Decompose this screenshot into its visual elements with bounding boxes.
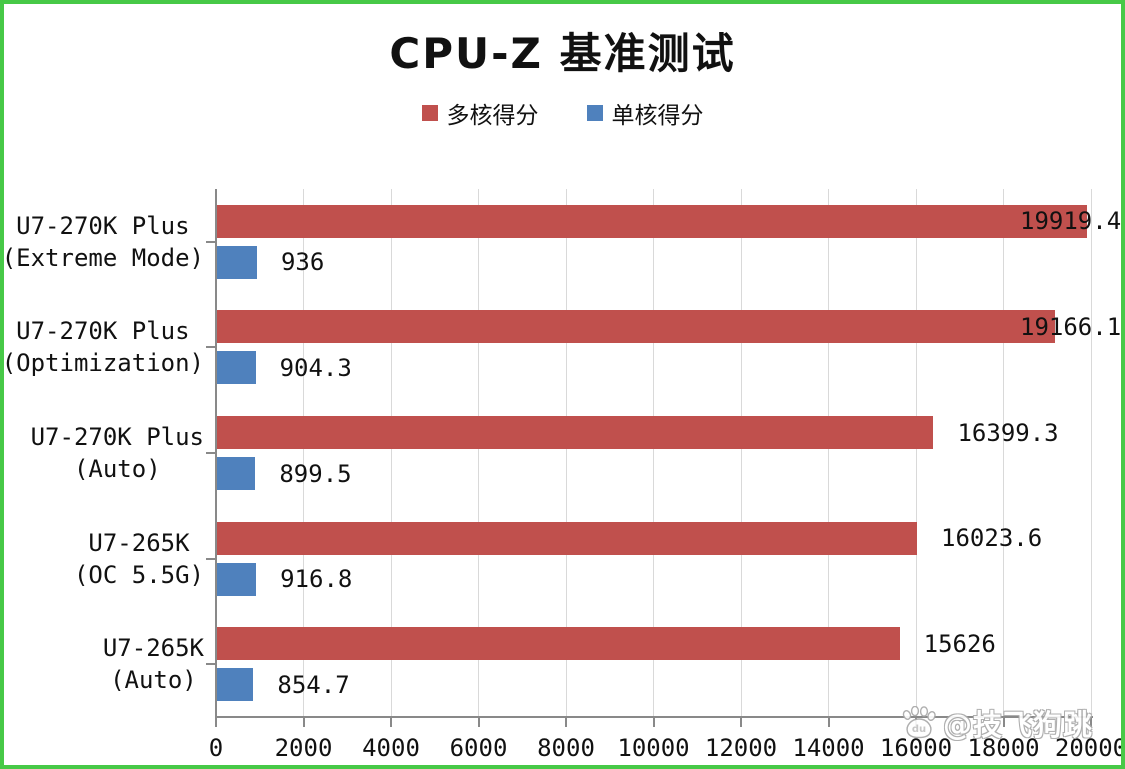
gridline-12000 [740, 189, 742, 717]
bar-single-core-4 [216, 668, 254, 702]
category-label-2: U7-270K Plus (Auto) [30, 423, 204, 483]
bar-multi-core-2 [216, 416, 934, 449]
gridline-16000 [915, 189, 917, 717]
bar-value-label-single-core-0: 936 [280, 248, 325, 277]
legend-item-single-core: 单核得分 [586, 96, 704, 130]
legend-swatch-single-core [586, 105, 603, 121]
x-tick-label-20000: 20000 [1054, 734, 1125, 762]
bar-value-label-single-core-4: 854.7 [277, 670, 350, 699]
svg-text:du: du [912, 724, 926, 735]
category-label-3: U7-265K (OC 5.5G) [73, 528, 204, 589]
bar-multi-core-3 [216, 521, 918, 555]
x-tick-12000 [740, 718, 742, 727]
x-tick-label-2000: 2000 [274, 734, 333, 762]
x-tick-0 [215, 718, 217, 727]
bar-single-core-1 [216, 351, 256, 385]
bar-value-label-single-core-2: 899.5 [279, 459, 352, 488]
x-tick-6000 [477, 718, 480, 727]
x-tick-18000 [1002, 718, 1005, 727]
bar-value-label-single-core-3: 916.8 [280, 565, 353, 594]
watermark: du @技飞狗跳 [900, 702, 1093, 744]
legend-item-multi-core: 多核得分 [421, 96, 539, 130]
bar-value-label-multi-core-4: 15626 [923, 629, 996, 658]
y-tick-category-0 [206, 240, 215, 243]
x-tick-label-18000: 18000 [967, 734, 1040, 762]
x-tick-4000 [390, 718, 392, 727]
bar-value-label-multi-core-3: 16023.6 [941, 524, 1043, 553]
bar-single-core-0 [216, 245, 257, 279]
y-tick-category-4 [206, 663, 215, 666]
bar-value-label-multi-core-2: 16399.3 [957, 418, 1059, 447]
category-label-1: U7-270K Plus (Optimization) [1, 317, 204, 378]
bar-multi-core-1 [216, 310, 1055, 344]
x-tick-10000 [652, 718, 655, 727]
bar-value-label-single-core-1: 904.3 [279, 353, 352, 382]
plot-area: 0 2000 4000 6000 8000 10000 12000 14000 16000 180… [4, 189, 1121, 762]
gridline-14000 [828, 189, 829, 717]
bar-value-label-multi-core-1: 19166.1 [1020, 312, 1122, 341]
x-tick-14000 [827, 718, 830, 727]
y-axis-line [215, 189, 217, 717]
y-tick-category-1 [206, 346, 215, 349]
x-tick-label-6000: 6000 [449, 734, 508, 762]
gridline-10000 [653, 189, 654, 717]
gridline-8000 [565, 189, 567, 717]
gridline-2000 [303, 189, 304, 717]
category-label-0: U7-270K Plus (Extreme Mode) [1, 211, 204, 272]
x-tick-label-4000: 4000 [362, 734, 420, 762]
gridline-18000 [1003, 189, 1004, 717]
paw-icon: du [902, 706, 936, 739]
y-tick-category-2 [206, 452, 215, 454]
x-tick-label-16000: 16000 [879, 734, 953, 762]
bar-single-core-3 [216, 562, 257, 596]
x-tick-label-0: 0 [208, 734, 224, 762]
bar-value-label-multi-core-0: 19919.4 [1020, 207, 1122, 236]
bar-single-core-2 [216, 457, 256, 490]
x-tick-label-10000: 10000 [617, 734, 690, 762]
watermark-text: @技飞狗跳 [942, 708, 1093, 742]
gridline-6000 [478, 189, 479, 717]
x-tick-label-12000: 12000 [704, 734, 778, 762]
y-tick-category-3 [206, 557, 215, 560]
x-axis-line [215, 716, 1093, 718]
bar-multi-core-0 [216, 204, 1088, 238]
legend-label-multi-core: 多核得分 [446, 103, 539, 129]
x-tick-label-14000: 14000 [792, 734, 865, 762]
x-tick-label-8000: 8000 [537, 734, 595, 762]
bar-multi-core-4 [216, 627, 900, 661]
x-tick-2000 [302, 718, 305, 727]
chart-legend: 多核得分 单核得分 [4, 96, 1121, 130]
chart-title: CPU-Z 基准测试 [389, 29, 736, 78]
category-label-4: U7-265K (Auto) [102, 634, 204, 695]
gridline-4000 [390, 189, 392, 717]
gridline-20000 [1090, 189, 1092, 717]
x-tick-8000 [565, 718, 567, 727]
legend-label-single-core: 单核得分 [611, 103, 704, 129]
legend-swatch-multi-core [421, 105, 438, 121]
x-tick-20000 [1090, 718, 1092, 727]
